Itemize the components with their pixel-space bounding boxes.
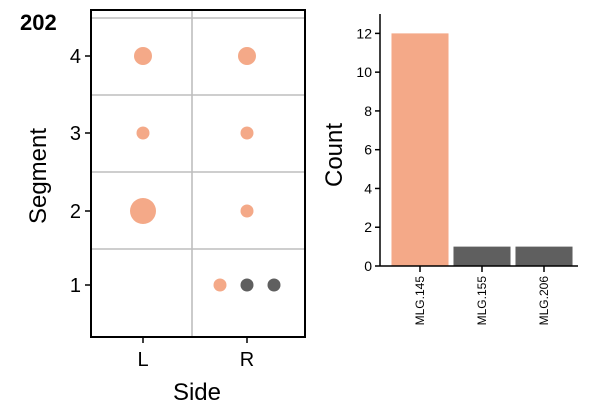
scatter-point — [240, 278, 254, 292]
scatter-y-tick-label: 1 — [70, 275, 81, 297]
bar-y-axis-label: Count — [321, 123, 348, 187]
bar-x-tick-label: MLG.155 — [475, 276, 489, 326]
bar-x-tick-label: MLG.206 — [537, 276, 551, 326]
segment-side-scatter-panel: 1 2 3 4 L R — [70, 9, 306, 371]
scatter-point — [130, 198, 156, 224]
scatter-x-tick-label: L — [137, 349, 148, 371]
scatter-point — [267, 278, 281, 292]
scatter-point — [240, 126, 254, 140]
bar-y-tick-label: 0 — [364, 258, 372, 274]
scatter-point — [136, 126, 150, 140]
scatter-point — [134, 47, 152, 65]
bar-x-tick-label: MLG.145 — [413, 276, 427, 326]
scatter-x-axis-label: Side — [173, 379, 221, 406]
scatter-y-tick-label: 2 — [70, 201, 81, 223]
scatter-x-tick-label: R — [240, 349, 254, 371]
scatter-point — [240, 204, 254, 218]
scatter-point — [213, 278, 227, 292]
scatter-point — [238, 47, 256, 65]
bar-y-tick-label: 10 — [356, 64, 372, 80]
scatter-y-tick-label: 3 — [70, 123, 81, 145]
panel-label: 202 — [20, 10, 57, 35]
count-bar — [453, 246, 511, 266]
scatter-panel-border — [90, 9, 306, 338]
bar-y-tick-label: 12 — [356, 25, 372, 41]
count-bar — [515, 246, 573, 266]
count-bar-panel: MLG.145 MLG.155 MLG.206 0 2 4 6 8 10 12 — [356, 14, 578, 325]
scatter-y-tick-label: 4 — [70, 46, 81, 68]
count-bar — [391, 33, 449, 267]
scatter-y-axis-label: Segment — [25, 128, 52, 224]
bar-y-tick-label: 8 — [364, 103, 372, 119]
bar-y-tick-label: 6 — [364, 142, 372, 158]
bar-y-tick-label: 2 — [364, 219, 372, 235]
bar-y-tick-label: 4 — [364, 180, 372, 196]
